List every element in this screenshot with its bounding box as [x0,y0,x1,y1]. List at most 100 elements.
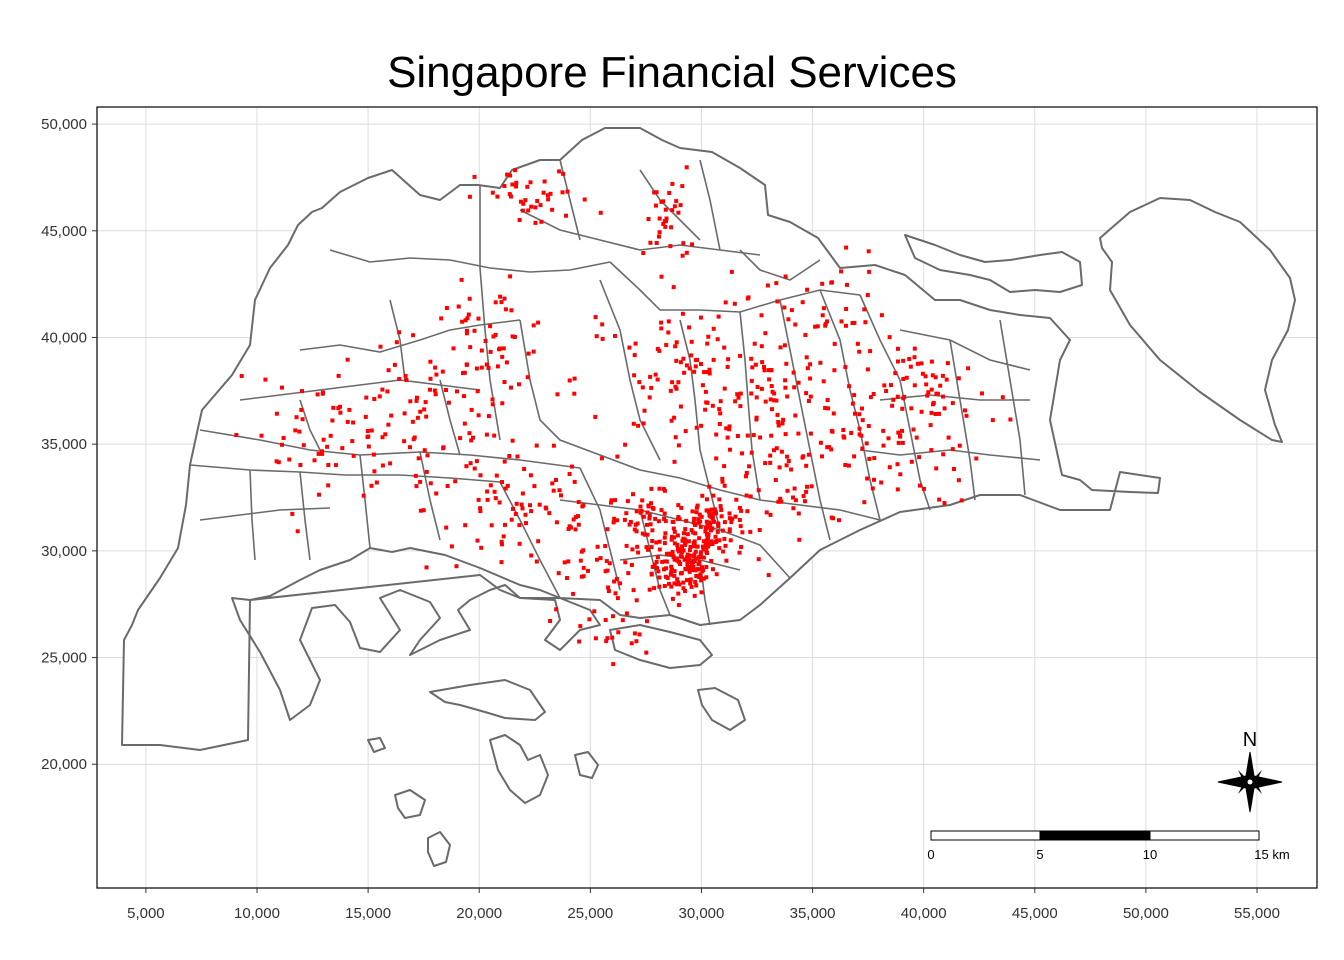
financial-service-point [649,572,654,577]
financial-service-point [857,349,862,354]
financial-service-point [701,547,706,552]
financial-service-point [695,503,700,508]
financial-service-point [805,366,810,371]
financial-service-point [484,362,489,367]
financial-service-point [829,447,834,452]
financial-service-point [503,522,507,527]
financial-service-point [832,368,837,373]
financial-service-point [300,389,304,394]
financial-service-point [629,641,634,646]
financial-service-point [758,435,763,440]
financial-service-point [879,480,884,485]
financial-service-point [849,431,854,435]
financial-service-point [689,528,694,533]
financial-service-point [444,525,449,530]
financial-service-point [865,293,870,297]
financial-service-point [902,395,907,399]
financial-service-point [654,203,658,208]
financial-service-point [408,399,413,404]
financial-service-point [941,394,945,399]
financial-service-point [611,520,616,525]
financial-service-point [720,528,725,533]
financial-service-point [990,418,995,423]
financial-service-point [727,516,732,521]
financial-service-point [280,442,284,447]
financial-service-point [938,383,943,388]
financial-service-point [909,406,914,411]
financial-service-point [610,635,615,640]
financial-service-point [691,530,696,535]
financial-service-point [528,180,533,185]
financial-service-point [369,483,374,488]
north-arrow: N [1217,729,1283,813]
financial-service-point [690,559,695,564]
financial-service-point [678,548,683,553]
financial-service-point [414,398,419,403]
financial-service-point [410,419,415,424]
financial-service-point [592,609,597,614]
southern-island-1 [489,734,549,804]
financial-service-point [705,341,710,346]
financial-service-point [717,538,722,543]
financial-service-point [942,501,947,506]
financial-service-point [694,574,699,578]
financial-service-point [770,407,774,412]
financial-service-point [704,538,709,543]
scale-bar-segment-1 [930,830,1041,841]
financial-service-point [603,618,608,622]
financial-service-point [685,558,690,563]
financial-service-point [783,274,788,279]
financial-service-point [881,428,886,433]
financial-service-point [683,566,688,571]
financial-service-point [804,355,809,360]
financial-service-point [784,463,789,468]
financial-service-point [680,544,684,549]
financial-service-point [804,463,809,468]
financial-service-point [666,330,671,335]
financial-service-point [920,371,925,376]
financial-service-point [647,513,652,518]
financial-service-point [670,208,675,213]
financial-service-point [567,378,572,383]
financial-service-point [644,650,649,655]
financial-service-point [762,364,766,369]
financial-service-point [728,538,733,543]
financial-service-point [808,394,813,399]
financial-service-point [749,378,754,383]
financial-service-point [287,457,292,462]
financial-service-point [901,377,906,381]
financial-service-point [478,506,483,511]
financial-service-point [498,346,503,351]
scale-bar-segment-2 [1039,830,1151,841]
financial-service-point [950,401,955,406]
financial-service-point [671,285,676,290]
financial-service-point [723,543,728,548]
financial-service-point [667,551,672,556]
financial-service-point [662,541,667,546]
financial-service-point [415,415,420,420]
financial-service-point [805,287,810,292]
financial-service-point [726,357,731,362]
financial-service-point [636,550,641,555]
financial-service-point [340,446,345,451]
financial-service-point [710,526,715,531]
financial-service-point [697,512,702,517]
financial-service-point [815,324,820,329]
financial-service-point [607,561,612,566]
financial-service-point [693,549,698,554]
financial-service-point [647,395,652,400]
pulau-tekong [1099,197,1296,443]
financial-service-point [768,460,773,465]
financial-service-point [825,319,829,324]
financial-service-point [462,370,467,375]
financial-service-point [717,546,722,551]
financial-service-point [650,505,655,510]
financial-service-point [630,547,635,552]
financial-service-point [672,529,677,534]
financial-service-point [459,277,464,282]
financial-service-point [703,526,708,531]
financial-service-point [576,522,581,527]
financial-service-point [689,562,694,567]
financial-service-point [923,374,928,379]
financial-service-point [681,356,686,361]
